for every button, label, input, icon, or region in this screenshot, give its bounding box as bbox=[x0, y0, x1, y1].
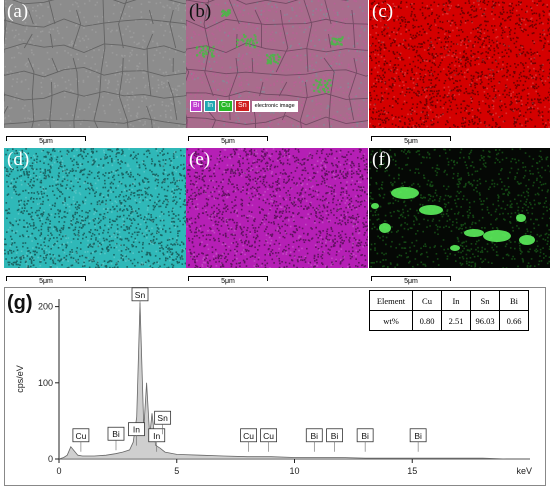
panel-label: (d) bbox=[7, 149, 30, 170]
eds-spectrum-frame bbox=[4, 287, 546, 486]
table-cell: 96.03 bbox=[470, 310, 500, 331]
table-row: wt% 0.80 2.51 96.03 0.66 bbox=[369, 310, 529, 331]
grain-boundaries bbox=[186, 0, 368, 128]
sem-micrograph bbox=[4, 0, 186, 128]
scalebar-c: 5μm bbox=[371, 136, 451, 147]
table-cell: 0.66 bbox=[499, 310, 529, 331]
cu-bright-clusters bbox=[371, 187, 535, 251]
composition-table: Element Cu In Sn Bi wt% 0.80 2.51 96.03 … bbox=[369, 290, 529, 331]
table-cell: Sn bbox=[470, 290, 500, 311]
table-cell: In bbox=[441, 290, 471, 311]
signal-speckle bbox=[4, 148, 186, 268]
element-map bbox=[369, 148, 550, 268]
signal-speckle bbox=[5, 148, 186, 268]
panel-label: (b) bbox=[189, 1, 212, 22]
legend-cu: Cu bbox=[218, 100, 234, 112]
element-map bbox=[369, 0, 550, 128]
signal-speckle bbox=[186, 148, 368, 268]
table-row: Element Cu In Sn Bi bbox=[369, 290, 529, 311]
panel-label: (f) bbox=[372, 149, 391, 170]
cu-rich-regions bbox=[195, 8, 344, 94]
signal-speckle bbox=[186, 148, 368, 268]
table-cell: Element bbox=[369, 290, 413, 311]
panel-c-map: (c) bbox=[369, 0, 550, 128]
scalebar-d: 5μm bbox=[6, 276, 86, 287]
grain-boundaries bbox=[4, 0, 186, 128]
panel-label: (e) bbox=[189, 149, 211, 170]
panel-a-sem-image: (a) bbox=[4, 0, 186, 128]
signal-speckle bbox=[369, 0, 550, 128]
element-legend: Bi In Cu Sn electronic image bbox=[190, 100, 298, 112]
scalebar-a: 5μm bbox=[6, 136, 86, 147]
table-cell: Bi bbox=[499, 290, 529, 311]
signal-speckle bbox=[186, 0, 368, 128]
panel-d-map: (d) bbox=[4, 148, 186, 268]
panel-label-g: (g) bbox=[7, 292, 33, 314]
scalebar-b: 5μm bbox=[188, 136, 268, 147]
signal-speckle bbox=[369, 0, 550, 128]
legend-in: In bbox=[204, 100, 217, 112]
table-cell: 2.51 bbox=[441, 310, 471, 331]
legend-sn: Sn bbox=[235, 100, 250, 112]
scalebar-e: 5μm bbox=[188, 276, 268, 287]
element-map bbox=[4, 148, 186, 268]
scalebar-f: 5μm bbox=[371, 276, 451, 287]
table-cell: wt% bbox=[369, 310, 413, 331]
panel-label: (c) bbox=[372, 1, 394, 22]
map-background bbox=[186, 148, 368, 268]
element-map bbox=[186, 148, 368, 268]
panel-e-map: (e) bbox=[186, 148, 368, 268]
map-background bbox=[4, 148, 186, 268]
panel-b-overlay-map: (b) Bi In Cu Sn electronic image bbox=[186, 0, 368, 128]
panel-f-map: (f) bbox=[369, 148, 550, 268]
table-cell: Cu bbox=[412, 290, 442, 311]
legend-electronic-image: electronic image bbox=[251, 100, 298, 112]
panel-label: (a) bbox=[7, 1, 29, 22]
legend-bi: Bi bbox=[190, 100, 203, 112]
table-cell: 0.80 bbox=[412, 310, 442, 331]
map-background bbox=[369, 0, 550, 128]
